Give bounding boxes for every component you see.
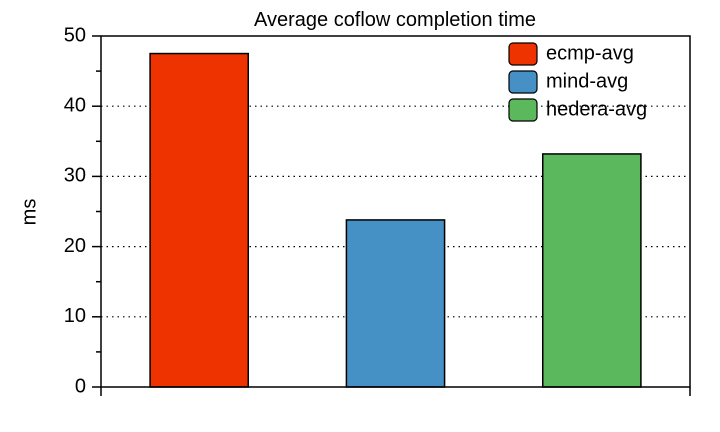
bar-ecmp-avg	[149, 52, 249, 388]
chart-title: Average coflow completion time	[254, 9, 536, 31]
axes: 0 10 20 30 40 50	[64, 24, 691, 397]
legend-swatch-hedera-avg	[508, 98, 538, 122]
bars	[149, 52, 642, 388]
legend-label-ecmp-avg: ecmp-avg	[546, 42, 634, 64]
y-tick-label: 40	[64, 94, 86, 116]
legend: ecmp-avg mind-avg hedera-avg	[508, 42, 647, 122]
y-tick-label: 20	[64, 235, 86, 257]
y-tick-label: 30	[64, 165, 86, 187]
y-tick-label: 10	[64, 305, 86, 327]
y-tick-label: 50	[64, 24, 86, 46]
bar-mind-avg	[345, 219, 446, 388]
legend-swatch-mind-avg	[508, 70, 538, 94]
legend-label-mind-avg: mind-avg	[546, 70, 628, 92]
legend-swatch-ecmp-avg	[508, 42, 538, 66]
y-axis-label: ms	[18, 199, 40, 226]
legend-label-hedera-avg: hedera-avg	[546, 98, 647, 120]
y-tick-label: 0	[75, 375, 86, 397]
bar-hedera-avg	[542, 153, 642, 388]
